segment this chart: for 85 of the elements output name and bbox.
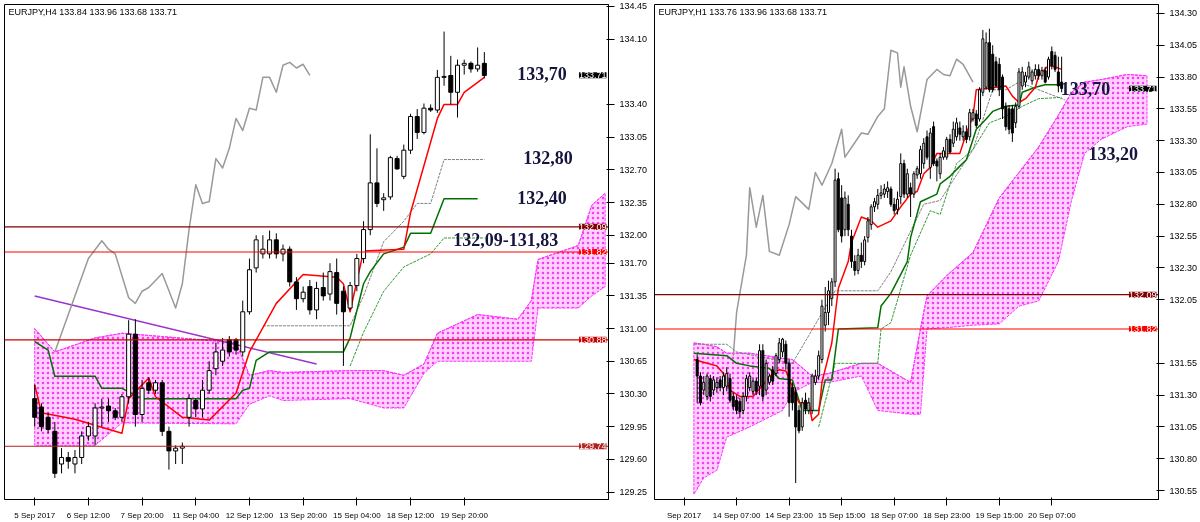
candlestick [1056,56,1060,93]
y-tick-label: 134.05 [1169,40,1198,51]
line-series [818,96,1063,428]
y-tick-label: 133.05 [1169,167,1198,178]
ref-line-label: 131.82 [1128,323,1157,334]
annotation: 133.71 [1128,83,1157,94]
x-tick-label: 7 Sep 20:00 [120,510,165,520]
candlestick [735,394,739,415]
y-tick-label: 131.00 [619,323,648,334]
y-tick-label: 132.35 [619,197,648,208]
candlestick [59,447,65,474]
ref-line-label: 131.82 [578,247,607,257]
annotation: 132,80 [523,148,573,169]
y-tick-label: 133.05 [619,132,648,143]
candlestick [32,384,38,428]
candlestick [1060,56,1064,93]
y-tick-label: 129.25 [619,487,648,498]
y-tick-label: 131.35 [619,290,648,301]
y-tick-label: 131.05 [1169,421,1198,432]
y-tick-label: 131.70 [619,258,648,269]
annotation: 132,40 [517,188,567,209]
annotation: 133,70 [517,64,567,85]
y-tick-label: 134.10 [619,34,648,45]
y-tick-label: 132.05 [1169,294,1198,305]
candlestick [708,374,712,403]
annotation: 133.71 [578,70,607,81]
chart-title: EURJPY,H4 133.84 133.96 133.68 133.71 [8,6,177,17]
y-tick-label: 130.80 [1169,453,1198,464]
y-tick-label: 129.60 [619,454,648,465]
x-tick-label: 19 Sep 15:00 [975,510,1024,520]
candlestick [106,398,112,423]
y-tick-label: 132.00 [619,230,648,241]
x-tick-label: 13 Sep 20:00 [279,510,328,520]
y-tick-label: 131.30 [1169,390,1198,401]
ref-line-label: 130.88 [578,334,607,345]
candlestick [958,121,962,142]
ref-line-label: 129.74 [578,441,607,452]
annotation: 132,09-131,83 [453,230,559,251]
ref-line-label: 132.09 [1128,289,1157,300]
y-tick-label: 130.30 [619,388,648,399]
x-tick-label: 6 Sep 12:00 [66,510,111,520]
y-tick-label: 133.80 [1169,72,1198,83]
ref-line-label: 132.09 [578,221,607,232]
y-tick-label: 132.80 [1169,199,1198,210]
chart-title: EURJPY,H1 133.76 133.96 133.68 133.71 [658,6,827,17]
candlestick [876,188,880,210]
y-tick-label: 130.55 [1169,485,1198,496]
x-tick-label: 19 Sep 20:00 [440,510,489,520]
y-tick-label: 129.95 [619,421,648,432]
candlestick [1007,104,1011,135]
x-tick-label: 11 Sep 04:00 [172,510,220,520]
candlestick [712,375,716,396]
candlestick [945,136,949,161]
candlestick [99,398,105,428]
x-tick-label: 15 Sep 15:00 [817,510,866,520]
x-tick-label: 15 Sep 04:00 [333,510,382,520]
candlestick [738,397,742,419]
x-tick-label: 18 Sep 07:00 [870,510,919,520]
candlestick [199,379,205,418]
y-tick-label: 132.70 [619,164,648,175]
line-series [732,49,974,357]
candlestick [705,373,709,401]
x-tick-label: 12 Sep 12:00 [225,510,274,520]
candlestick [859,241,863,269]
y-tick-label: 131.55 [1169,358,1198,369]
y-tick-label: 134.30 [1169,8,1198,19]
x-tick-label: 14 Sep 23:00 [765,510,814,520]
y-tick-label: 133.30 [1169,135,1198,146]
x-tick-label: 14 Sep 07:00 [712,510,761,520]
y-tick-label: 133.55 [1169,103,1198,114]
candlestick [1040,66,1044,81]
y-tick-label: 133.40 [619,99,648,110]
line-series [54,61,311,353]
x-tick-label: 5 Sep 2017 [14,510,56,520]
candlestick [206,360,212,395]
y-tick-label: 130.65 [619,356,648,367]
x-tick-label: 18 Sep 12:00 [386,510,435,520]
y-tick-label: 134.45 [619,1,648,12]
annotation: 133,20 [1088,143,1138,164]
x-tick-label: 20 Sep 07:00 [1027,510,1077,520]
x-tick-label: Sep 2017 [666,510,702,520]
x-tick-label: 18 Sep 23:00 [922,510,972,520]
y-tick-label: 132.55 [1169,231,1198,242]
y-tick-label: 132.30 [1169,262,1198,273]
candlestick [481,51,487,79]
